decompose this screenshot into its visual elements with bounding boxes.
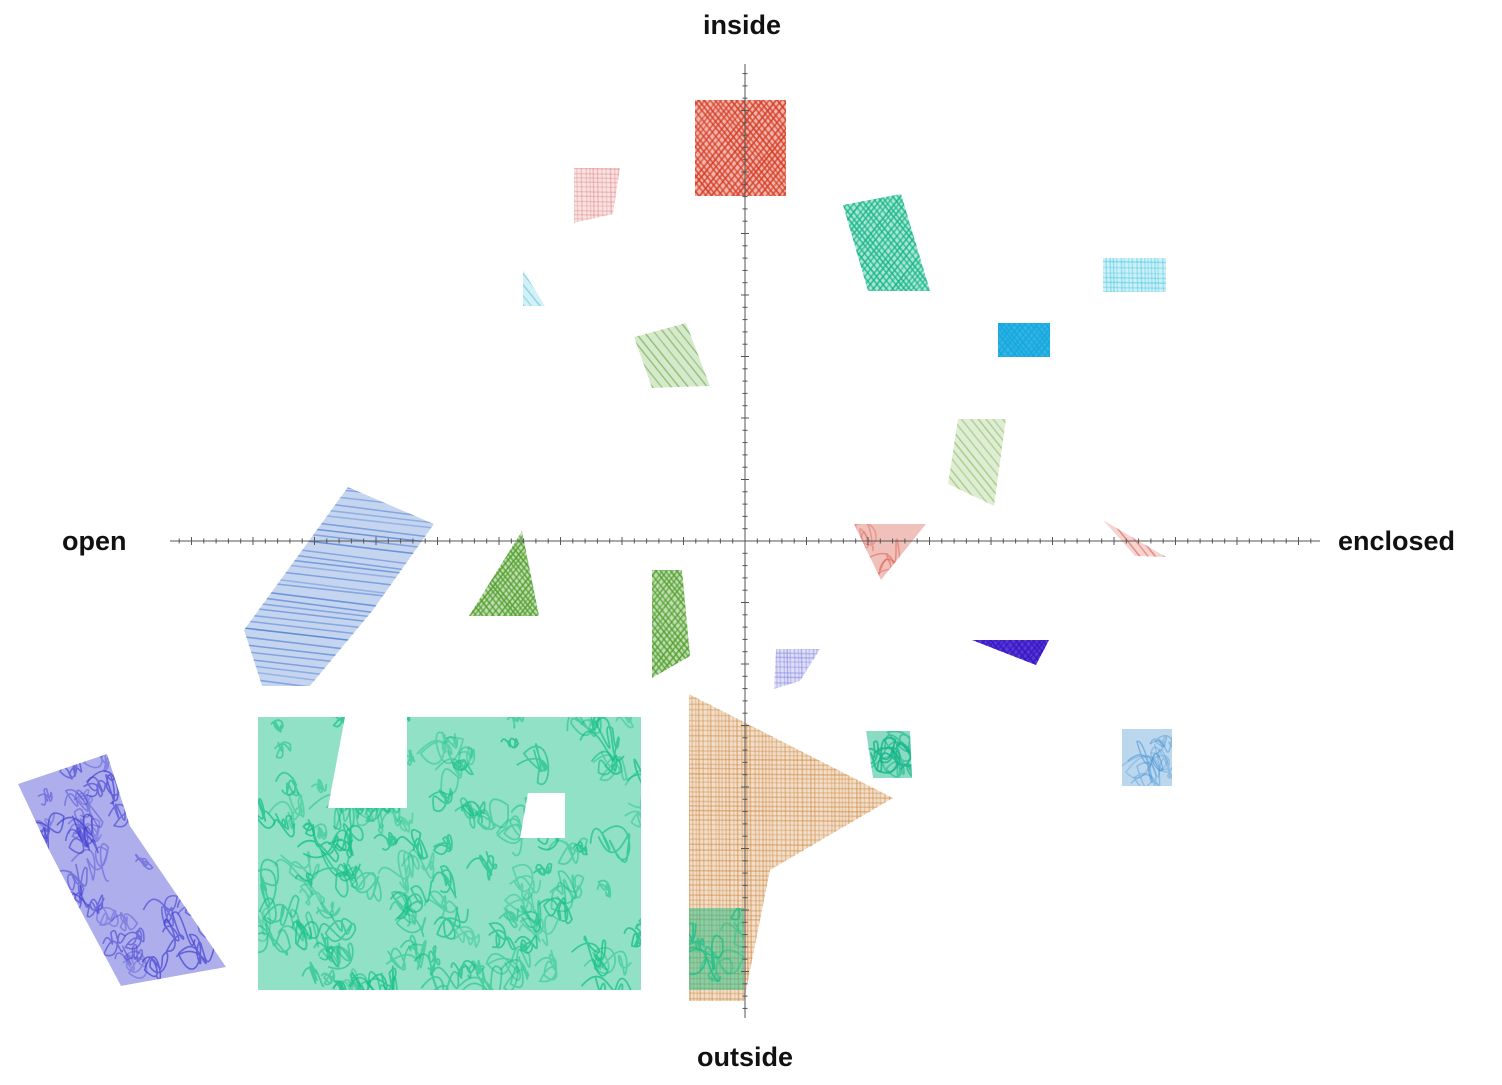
patch-green-narrow (652, 570, 690, 678)
patch-red-tri-right (854, 524, 926, 580)
patch-pink-upper-left (574, 168, 620, 223)
patch-cyan-solid (998, 323, 1050, 357)
patch-green-light-right (948, 419, 1006, 506)
axes-layer (170, 64, 1320, 1018)
axis-ticks (178, 73, 1312, 1009)
axis-label-enclosed: enclosed (1338, 526, 1456, 556)
patch-red-top (695, 100, 786, 196)
axis-label-open: open (62, 526, 127, 556)
patch-teal-upper-right (843, 194, 930, 291)
axis-label-inside: inside (702, 10, 782, 40)
patch-cyan-light (1103, 258, 1166, 292)
axis-label-outside: outside (696, 1042, 794, 1072)
patch-cyan-sliver (523, 270, 545, 306)
patch-blue-scribble-small (1122, 729, 1172, 786)
patch-teal-small (866, 731, 912, 778)
patches-layer (18, 100, 1172, 1001)
patch-blue-stripes (244, 487, 434, 686)
patch-violet-small (774, 649, 820, 689)
patch-purple-scribble (18, 754, 226, 986)
patch-indigo-wedge (972, 640, 1049, 665)
patch-red-sliver-far-right (1103, 520, 1166, 557)
patch-green-diag (634, 323, 710, 388)
